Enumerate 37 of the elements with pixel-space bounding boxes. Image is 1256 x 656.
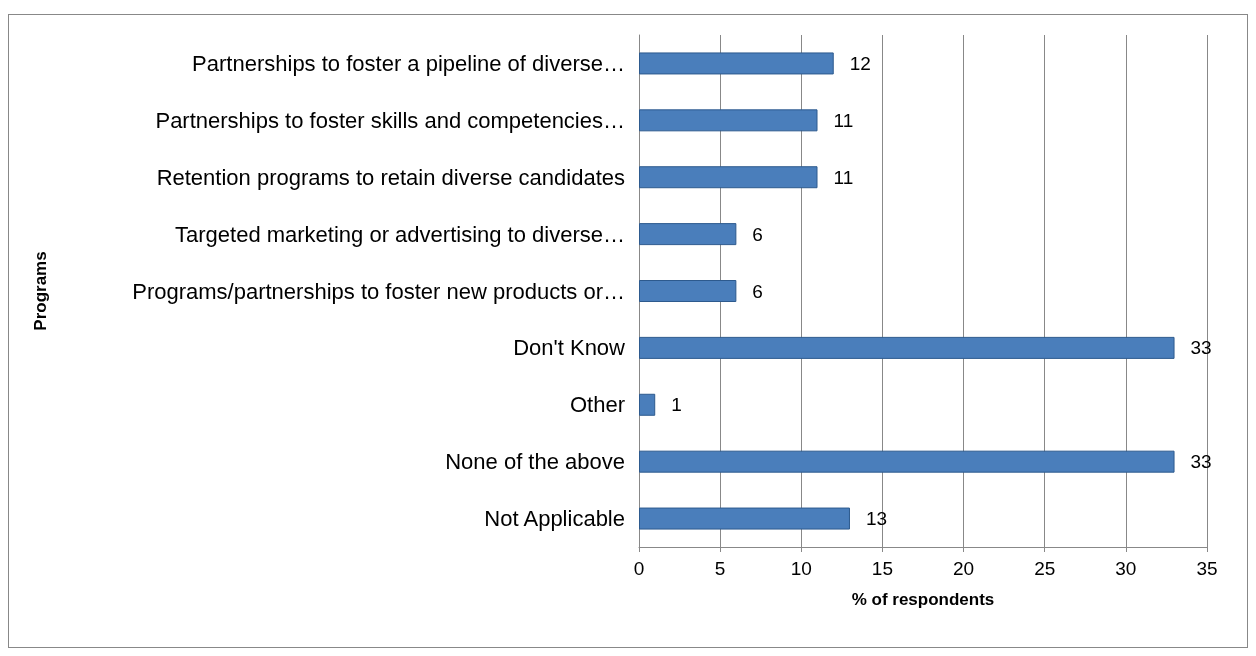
x-axis-title: % of respondents bbox=[851, 590, 995, 609]
data-label: 33 bbox=[1190, 337, 1212, 359]
data-label: 6 bbox=[752, 223, 763, 245]
x-tick-label: 35 bbox=[1196, 558, 1218, 579]
bar bbox=[639, 52, 834, 75]
data-label: 11 bbox=[833, 109, 854, 131]
x-tick-label: 20 bbox=[953, 558, 975, 579]
bar bbox=[639, 336, 1175, 359]
data-label: 13 bbox=[865, 508, 888, 530]
y-tick-label: None of the above bbox=[445, 449, 625, 475]
y-tick-label: Partnerships to foster a pipeline of diverse… bbox=[192, 50, 625, 76]
x-tick-label: 30 bbox=[1115, 558, 1137, 579]
y-tick-label: Programs/partnerships to foster new products or… bbox=[132, 278, 625, 304]
x-tick-label: 0 bbox=[633, 558, 645, 579]
bar bbox=[639, 166, 818, 189]
y-axis-title: Programs bbox=[31, 251, 50, 331]
data-label: 12 bbox=[849, 52, 871, 74]
x-tick-label: 25 bbox=[1034, 558, 1056, 579]
data-label: 1 bbox=[671, 394, 682, 416]
bar bbox=[639, 109, 818, 132]
data-label: 6 bbox=[752, 280, 763, 302]
y-tick-label: Don't Know bbox=[513, 335, 626, 361]
bar bbox=[639, 223, 737, 246]
data-label: 33 bbox=[1190, 451, 1212, 473]
bar bbox=[639, 450, 1175, 473]
y-tick-label: Partnerships to foster skills and competencies… bbox=[155, 107, 625, 133]
bar bbox=[639, 507, 850, 530]
y-tick-label: Other bbox=[569, 392, 625, 418]
x-tick-label: 15 bbox=[871, 558, 893, 579]
data-label: 11 bbox=[833, 166, 854, 188]
y-tick-label: Retention programs to retain diverse candidates bbox=[156, 164, 625, 190]
y-tick-label: Not Applicable bbox=[484, 506, 625, 532]
x-tick-label: 10 bbox=[790, 558, 812, 579]
x-tick-label: 5 bbox=[714, 558, 726, 579]
bar bbox=[639, 393, 656, 416]
bar bbox=[639, 280, 737, 302]
y-tick-label: Targeted marketing or advertising to diverse… bbox=[175, 221, 625, 247]
